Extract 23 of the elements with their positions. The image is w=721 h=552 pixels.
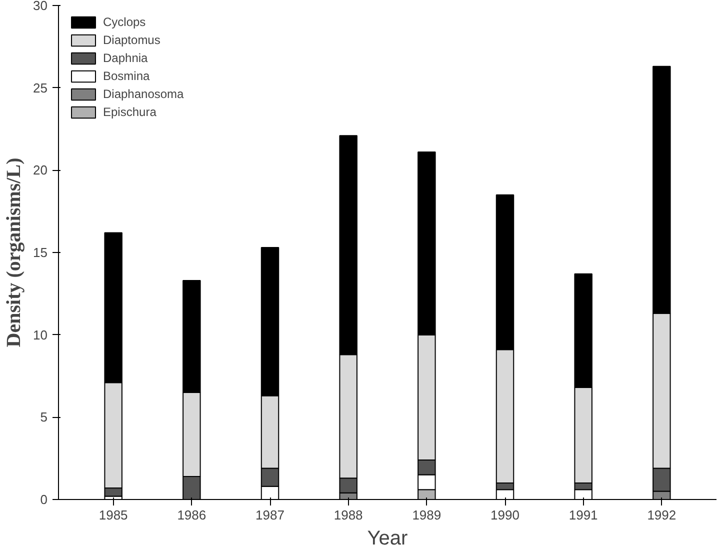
- legend-label: Bosmina: [103, 69, 150, 83]
- legend-label: Diaphanosoma: [103, 87, 184, 101]
- x-tick-label: 1990: [490, 508, 520, 522]
- x-tick-label: 1992: [647, 508, 676, 522]
- y-tick-label: 15: [33, 245, 48, 260]
- y-tick-label: 20: [33, 162, 48, 178]
- y-tick-label: 0: [40, 492, 48, 507]
- legend-label: Epischura: [103, 105, 156, 119]
- x-tick-label: 1991: [568, 508, 598, 522]
- x-tick-label: 1986: [177, 508, 206, 522]
- legend-label: Diaptomus: [103, 33, 160, 47]
- x-axis-title: Year: [367, 528, 408, 550]
- x-tick-label: 1989: [412, 508, 442, 522]
- legend-label: Cyclops: [103, 15, 146, 29]
- legend-label: Daphnia: [103, 51, 148, 65]
- y-tick-label: 30: [33, 0, 48, 13]
- y-tick-label: 10: [33, 327, 48, 342]
- y-tick-label: 25: [33, 80, 48, 96]
- x-tick-label: 1985: [98, 508, 128, 522]
- x-tick-label: 1988: [334, 508, 363, 522]
- x-tick-label: 1987: [256, 508, 284, 522]
- y-tick-label: 5: [40, 410, 48, 425]
- y-axis-title: Density (organisms/L): [3, 158, 26, 348]
